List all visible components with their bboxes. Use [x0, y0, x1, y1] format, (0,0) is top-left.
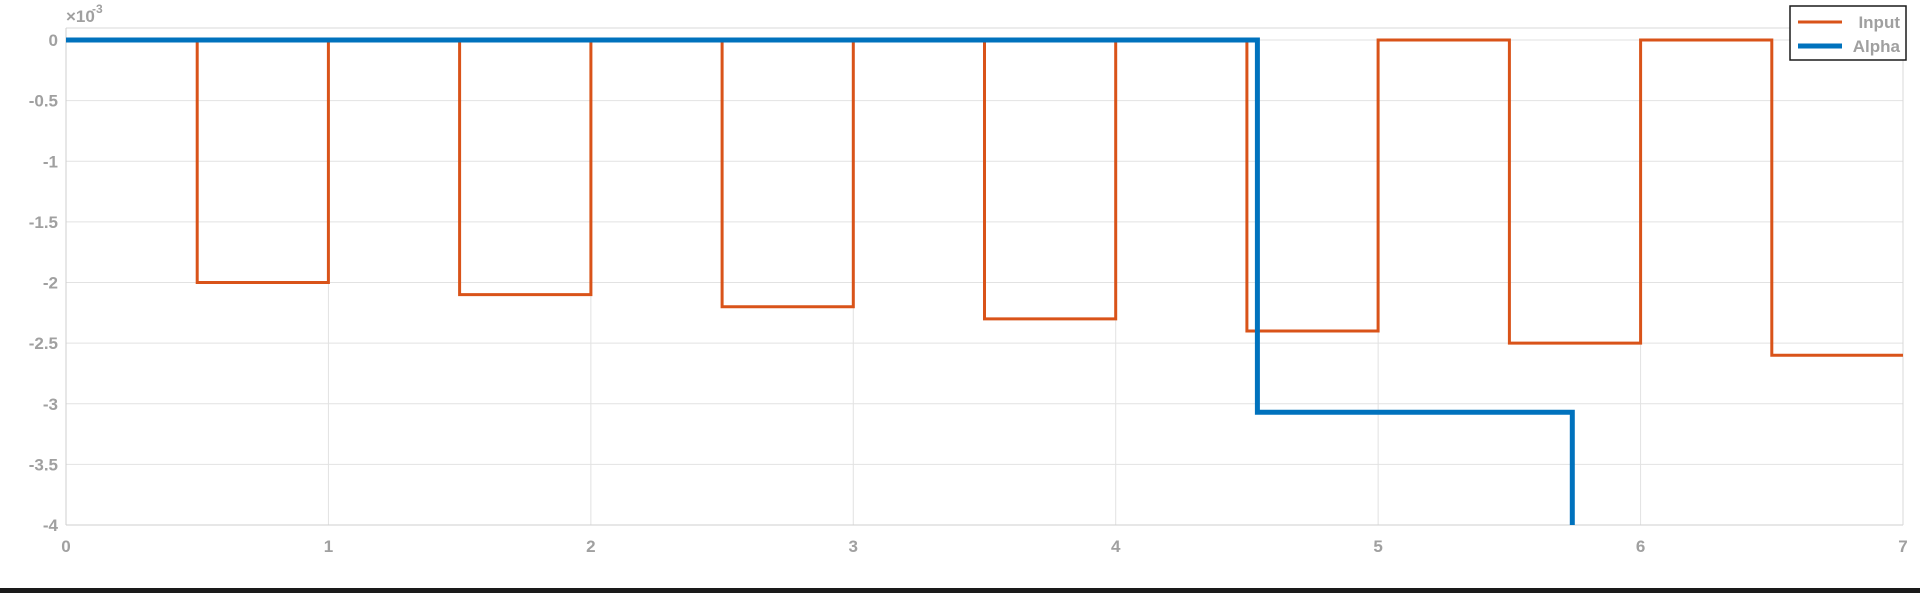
y-exponent-power: -3: [92, 2, 103, 16]
y-exponent-base: ×10: [66, 7, 95, 26]
y-tick-label: -3.5: [29, 455, 58, 474]
x-tick-label: 1: [324, 537, 333, 556]
x-tick-label: 0: [61, 537, 70, 556]
legend-box: [1789, 5, 1907, 61]
y-tick-label: -0.5: [29, 92, 58, 111]
legend-label-input: Input: [1858, 13, 1900, 32]
y-tick-label: 0: [49, 31, 58, 50]
legend-label-alpha: Alpha: [1853, 37, 1901, 56]
x-tick-label: 6: [1636, 537, 1645, 556]
y-tick-label: -4: [43, 516, 59, 535]
y-tick-label: -1.5: [29, 213, 58, 232]
x-tick-label: 7: [1898, 537, 1907, 556]
y-tick-label: -3: [43, 395, 58, 414]
bottom-border: [0, 588, 1920, 593]
x-tick-label: 3: [849, 537, 858, 556]
axes: [65, 27, 1904, 526]
series-line-alpha: [66, 37, 1575, 525]
tick-labels: 0 1 2 3 4 5 6 7 0 -0.5 -1 -1.5 -2 -2.5 -3 -3.5 -4: [29, 31, 1908, 556]
x-tick-label: 4: [1111, 537, 1121, 556]
x-tick-label: 2: [586, 537, 595, 556]
series-plot-area: [66, 37, 1903, 525]
y-tick-label: -2.5: [29, 334, 58, 353]
y-tick-label: -1: [43, 152, 58, 171]
y-axis-exponent: ×10 -3: [66, 2, 103, 26]
legend: Input Alpha: [1789, 5, 1907, 61]
y-tick-label: -2: [43, 274, 58, 293]
x-tick-label: 5: [1373, 537, 1382, 556]
